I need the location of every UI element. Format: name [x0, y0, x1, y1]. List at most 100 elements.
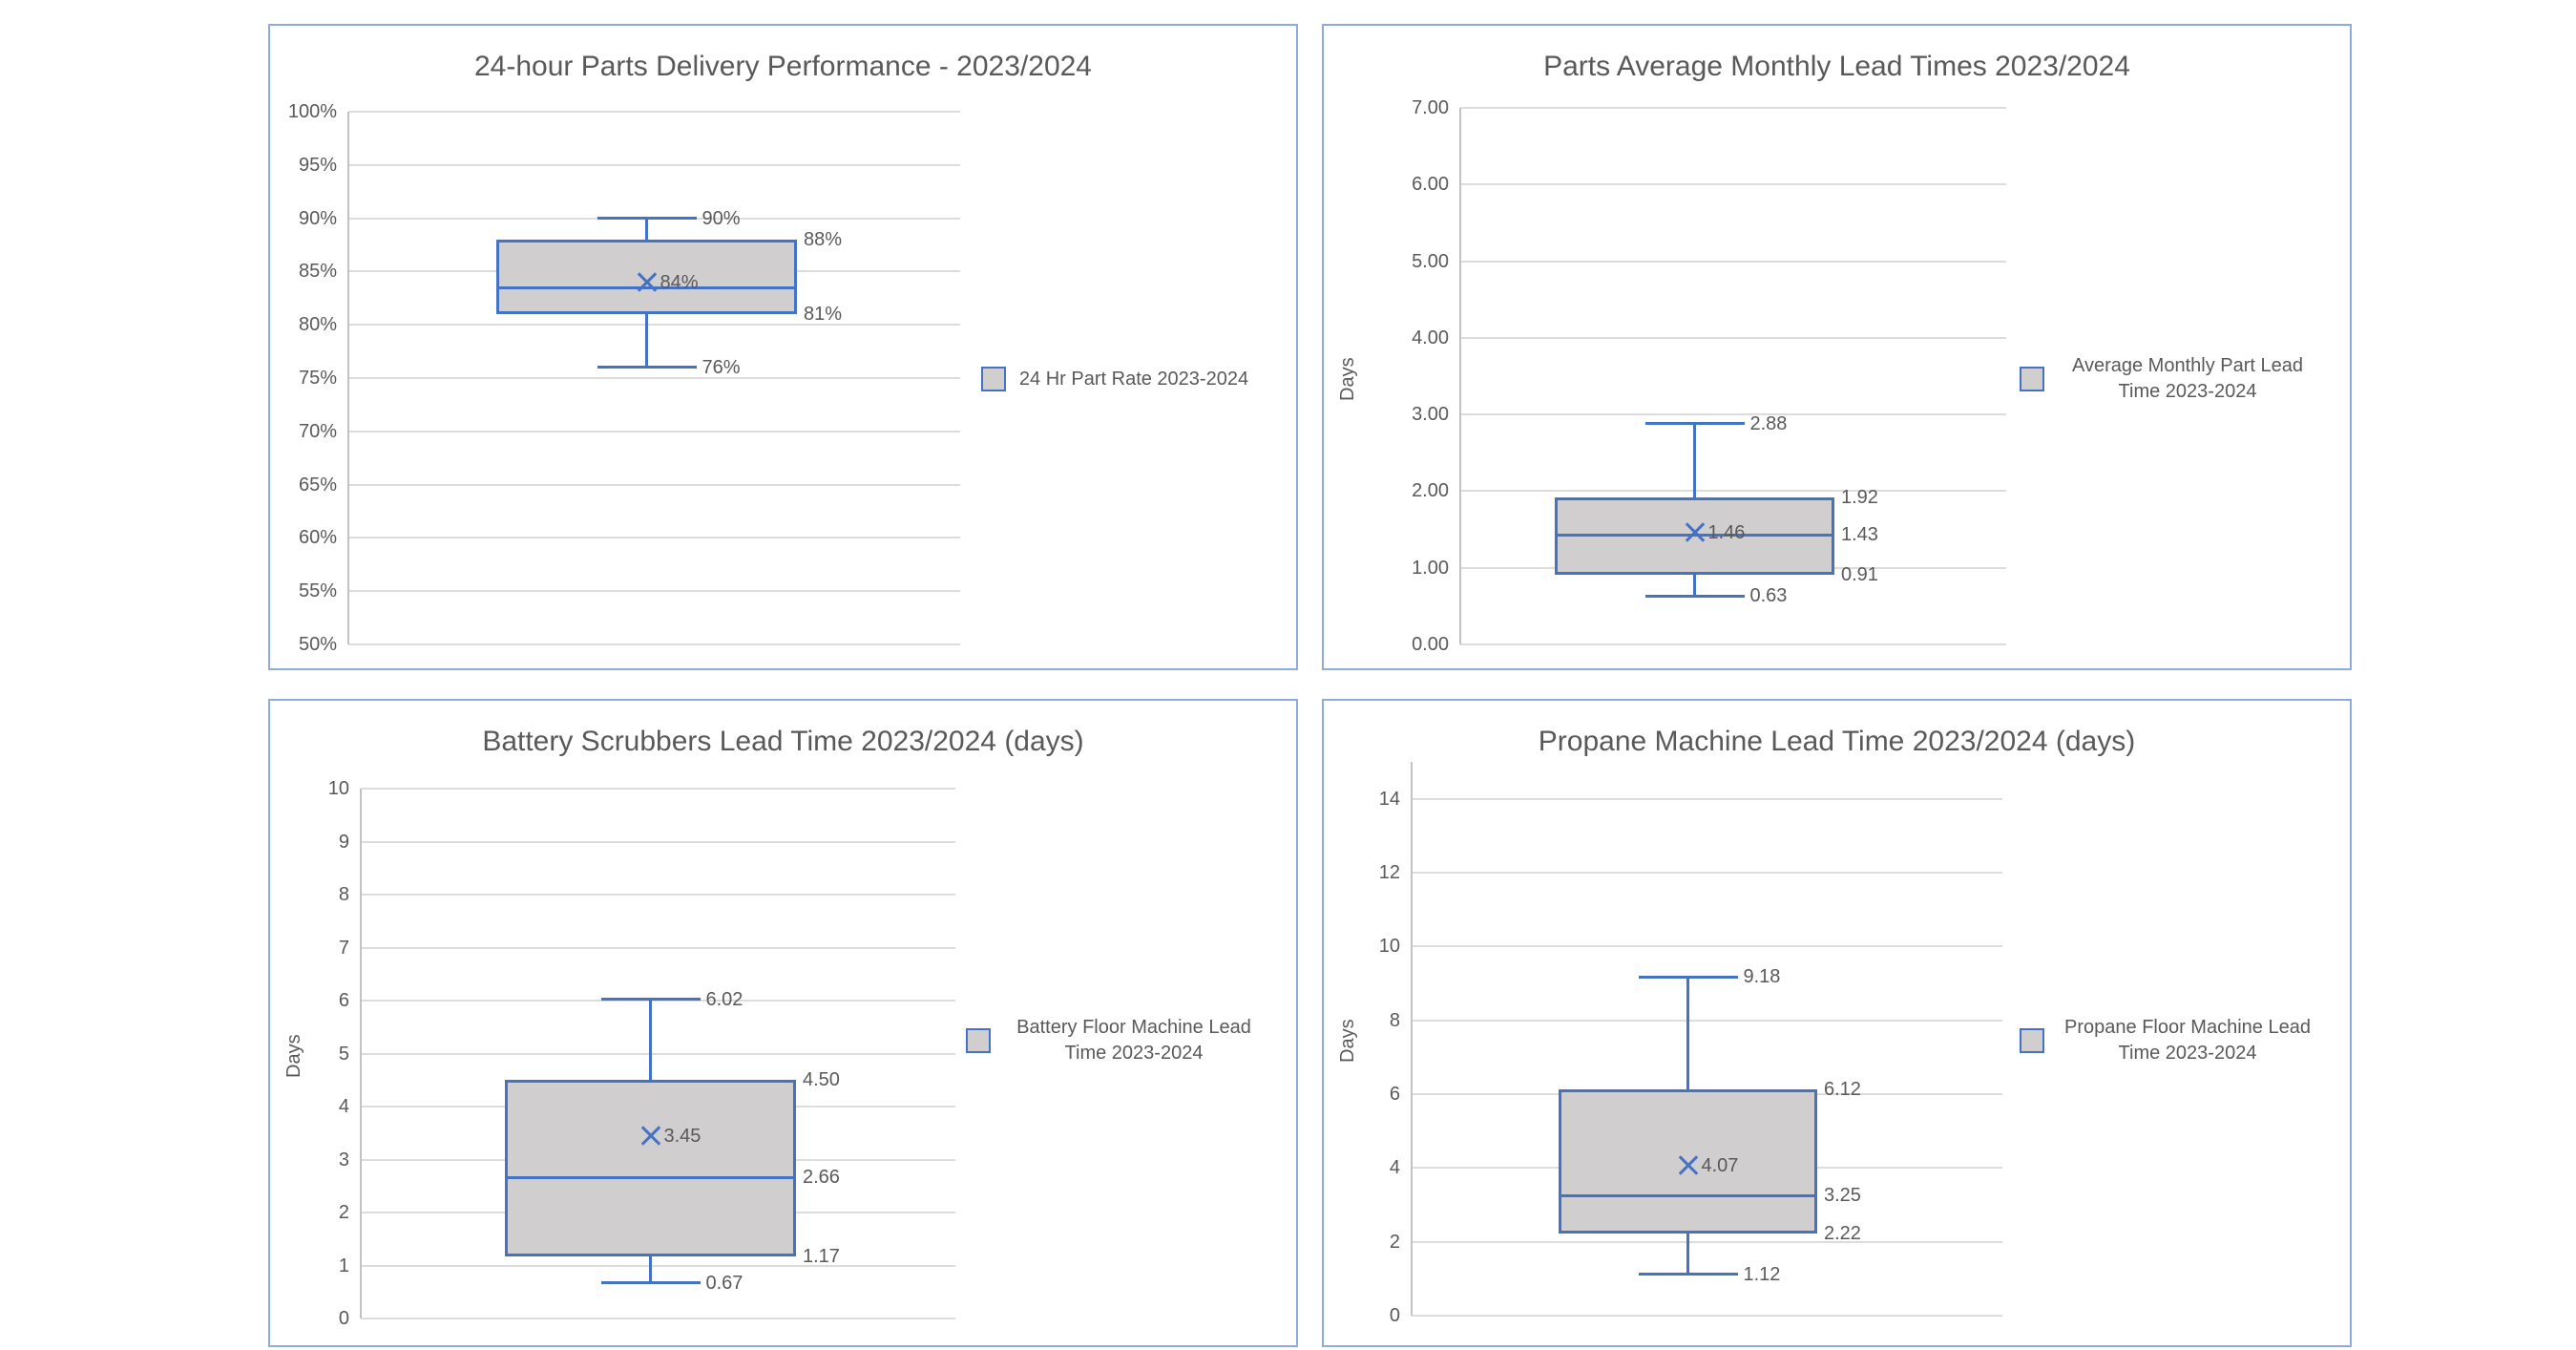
- gridline: [1460, 107, 2006, 109]
- y-axis-tick-label: 8: [338, 884, 349, 905]
- gridline: [1412, 1240, 2002, 1243]
- gridline: [348, 163, 960, 166]
- data-label-q3: 1.92: [1841, 486, 1878, 508]
- y-axis-tick-label: 6: [338, 990, 349, 1011]
- y-axis-tick-label: 2: [1389, 1231, 1400, 1253]
- median-line: [1559, 1193, 1817, 1197]
- data-label-mean: 3.45: [663, 1125, 702, 1147]
- y-axis-tick-label: 5.00: [1412, 250, 1449, 272]
- whisker-stem-lower: [645, 314, 648, 368]
- y-axis-tick-label: 4.00: [1412, 327, 1449, 348]
- data-label-whisker-low: 0.63: [1749, 585, 1788, 607]
- legend-label: Average Monthly Part Lead Time 2023-2024: [2071, 355, 2303, 402]
- legend: Average Monthly Part Lead Time 2023-2024: [1987, 341, 2350, 417]
- y-axis-tick-label: 0: [1389, 1305, 1400, 1326]
- y-axis-tick-label: 60%: [298, 527, 337, 549]
- whisker-stem-upper: [1686, 977, 1689, 1090]
- chart-title: Propane Machine Lead Time 2023/2024 (day…: [1538, 726, 2136, 757]
- y-axis-line: [347, 112, 349, 644]
- y-axis-tick-label: 7: [338, 937, 349, 959]
- y-axis-tick-label: 2.00: [1412, 480, 1449, 502]
- gridline: [1460, 413, 2006, 416]
- whisker-cap-lower: [600, 1281, 701, 1285]
- plot-area: 100% 95% 90% 85% 80% 75% 70% 65% 60% 55% 50% 90% 88%…: [270, 26, 1296, 668]
- gridline: [348, 643, 960, 645]
- gridline: [361, 840, 955, 843]
- chart-panel-battery-scrubbers[interactable]: Battery Scrubbers Lead Time 2023/2024 (d…: [268, 699, 1298, 1347]
- plot-area: 10 9 8 7 6 5 4 3 2 1 0 6.02 4.50 3.45 2.66 1.17 0.67: [270, 701, 1296, 1345]
- y-axis-tick-label: 70%: [298, 420, 337, 442]
- gridline: [1412, 945, 2002, 948]
- legend-swatch-icon: [966, 1028, 991, 1053]
- y-axis-tick-label: 12: [1378, 862, 1400, 883]
- chart-panel-propane-machine[interactable]: Propane Machine Lead Time 2023/2024 (day…: [1322, 699, 2352, 1347]
- y-axis-tick-label: 9: [338, 831, 349, 853]
- data-label-q1: 81%: [804, 304, 843, 326]
- gridline: [361, 1052, 955, 1055]
- y-axis-tick-label: 3.00: [1412, 404, 1449, 426]
- legend-label: Battery Floor Machine Lead Time 2023-202…: [1016, 1017, 1251, 1064]
- whisker-stem-upper: [649, 999, 652, 1081]
- data-label-q1: 1.17: [803, 1246, 840, 1268]
- data-label-q3: 88%: [804, 228, 843, 250]
- data-label-median: 1.43: [1841, 524, 1878, 546]
- plot-area: 7.00 6.00 5.00 4.00 3.00 2.00 1.00 0.00 2.88 1.92…: [1324, 26, 2350, 668]
- y-axis-tick-label: 90%: [298, 207, 337, 229]
- y-axis-tick-label: 65%: [298, 474, 337, 496]
- gridline: [361, 894, 955, 896]
- mean-x-marker: [636, 271, 659, 294]
- gridline: [348, 483, 960, 486]
- data-label-q3: 6.12: [1824, 1079, 1861, 1101]
- y-axis-tick-label: 14: [1378, 788, 1400, 810]
- y-axis-line: [1411, 762, 1413, 1316]
- gridline: [1460, 336, 2006, 339]
- mean-x-marker: [1677, 1154, 1700, 1177]
- data-label-mean: 84%: [660, 271, 699, 293]
- mean-x-marker: [639, 1125, 662, 1148]
- legend: Battery Floor Machine Lead Time 2023-202…: [933, 1002, 1296, 1079]
- gridline: [361, 1318, 955, 1319]
- data-label-q1: 0.91: [1841, 563, 1878, 585]
- whisker-cap-upper: [600, 998, 701, 1002]
- gridline: [361, 1264, 955, 1267]
- y-axis-tick-label: 4: [338, 1096, 349, 1117]
- data-label-whisker-high: 90%: [702, 207, 741, 229]
- chart-title: Battery Scrubbers Lead Time 2023/2024 (d…: [482, 726, 1084, 757]
- data-label-whisker-low: 76%: [702, 356, 741, 378]
- chart-title: 24-hour Parts Delivery Performance - 202…: [474, 51, 1092, 82]
- gridline: [1412, 1019, 2002, 1022]
- gridline: [1412, 1315, 2002, 1317]
- chart-title: Parts Average Monthly Lead Times 2023/20…: [1543, 51, 2130, 82]
- mean-x-marker: [1684, 521, 1707, 544]
- whisker-stem-lower: [649, 1256, 652, 1283]
- y-axis-tick-label: 10: [327, 778, 349, 799]
- gridline: [348, 377, 960, 379]
- data-label-mean: 4.07: [1701, 1154, 1739, 1176]
- data-label-median: 2.66: [803, 1167, 840, 1189]
- whisker-cap-lower: [1638, 1273, 1738, 1276]
- chart-panel-parts-delivery[interactable]: 24-hour Parts Delivery Performance - 202…: [268, 24, 1298, 670]
- whisker-stem-upper: [1693, 423, 1696, 497]
- y-axis-tick-label: 75%: [298, 368, 337, 389]
- whisker-stem-lower: [1693, 574, 1696, 597]
- y-axis-tick-label: 6.00: [1412, 174, 1449, 196]
- gridline: [361, 946, 955, 949]
- gridline: [1460, 490, 2006, 493]
- data-label-whisker-high: 9.18: [1743, 966, 1781, 988]
- y-axis-tick-label: 0: [338, 1308, 349, 1329]
- legend-swatch-icon: [2020, 367, 2044, 391]
- legend: Propane Floor Machine Lead Time 2023-202…: [1987, 1002, 2350, 1079]
- data-label-median: 3.25: [1824, 1185, 1861, 1207]
- legend-label: Propane Floor Machine Lead Time 2023-202…: [2064, 1017, 2311, 1064]
- gridline: [348, 324, 960, 327]
- gridline: [1412, 872, 2002, 874]
- gridline: [348, 111, 960, 113]
- gridline: [1460, 260, 2006, 263]
- data-label-whisker-high: 6.02: [705, 988, 743, 1010]
- gridline: [348, 430, 960, 432]
- y-axis-line: [1459, 108, 1461, 644]
- legend-label: 24 Hr Part Rate 2023-2024: [1018, 368, 1249, 390]
- chart-panel-parts-lead-times[interactable]: Parts Average Monthly Lead Times 2023/20…: [1322, 24, 2352, 670]
- gridline: [1460, 183, 2006, 186]
